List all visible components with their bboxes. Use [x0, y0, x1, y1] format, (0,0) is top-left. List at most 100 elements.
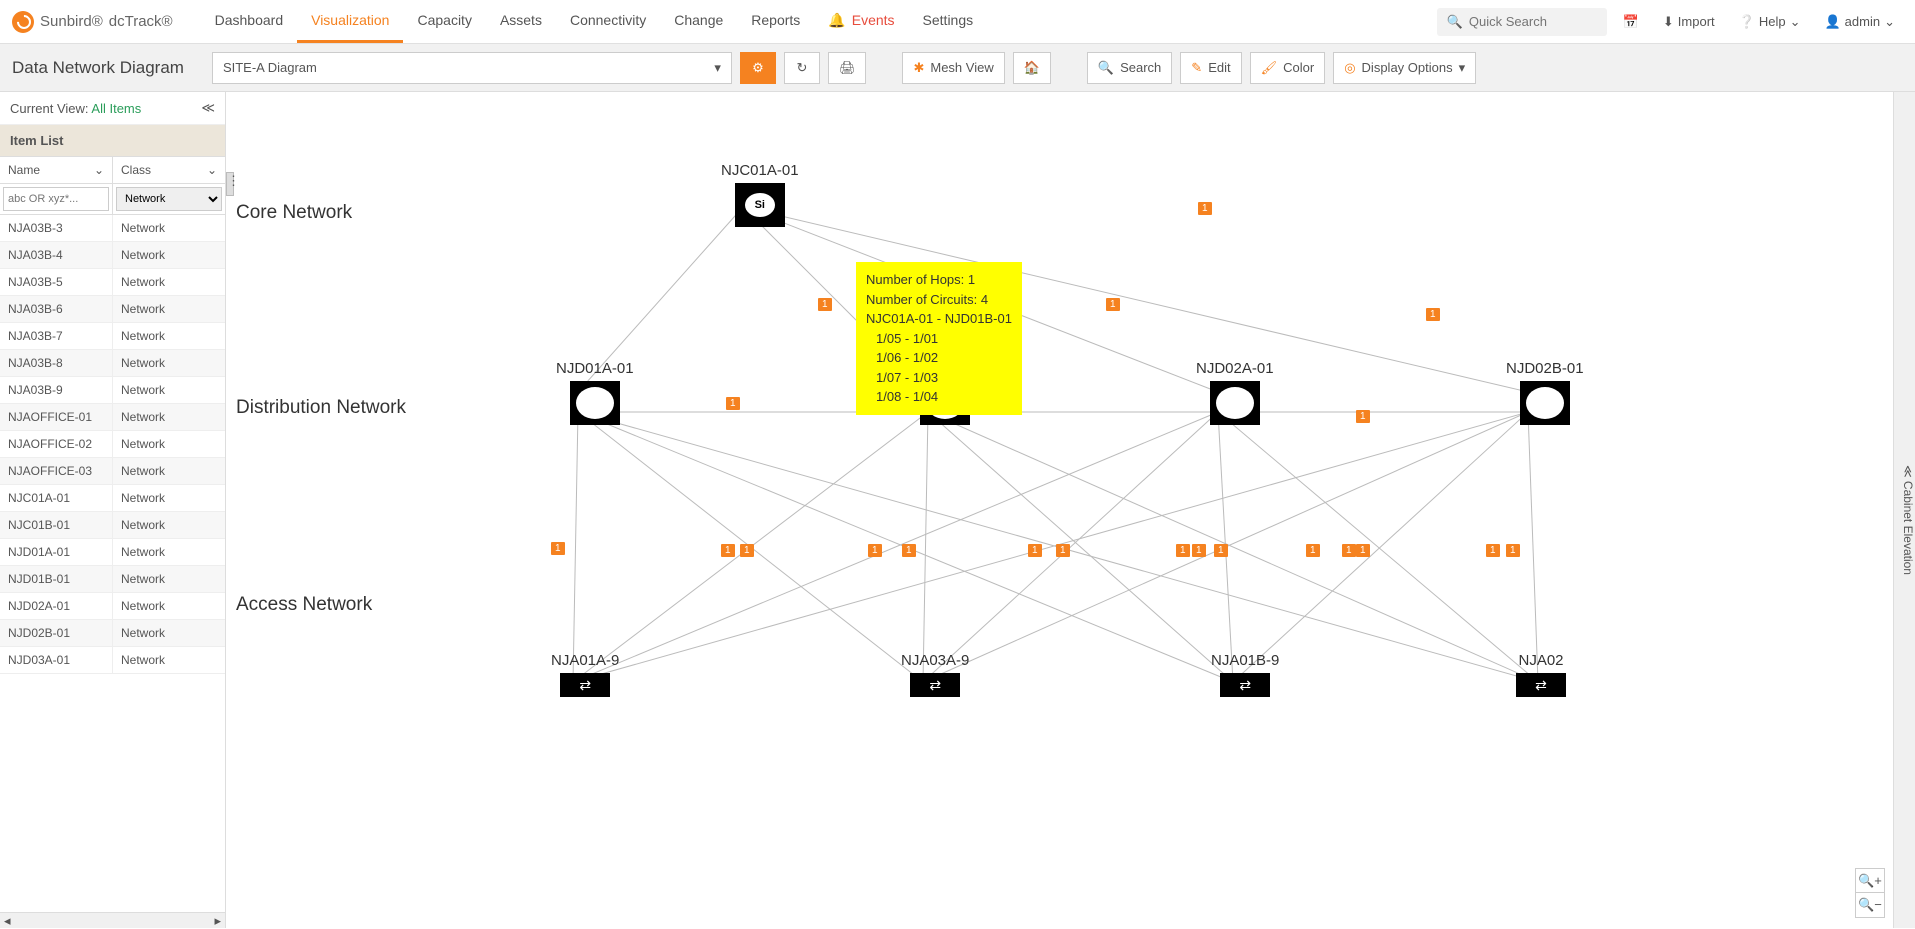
cell-class: Network	[113, 431, 225, 457]
table-row[interactable]: NJC01B-01Network	[0, 512, 225, 539]
cell-class: Network	[113, 620, 225, 646]
col-name[interactable]: Name⌄	[0, 157, 113, 183]
mesh-view-button[interactable]: ✱Mesh View	[902, 52, 1004, 84]
quick-search[interactable]: 🔍	[1437, 8, 1607, 36]
calendar-icon[interactable]: 📅	[1615, 8, 1647, 36]
home-button[interactable]: 🏠	[1013, 52, 1051, 84]
node-label: NJA01B-9	[1211, 652, 1279, 669]
expand-rail-icon: ≪	[1901, 465, 1915, 478]
table-row[interactable]: NJC01A-01Network	[0, 485, 225, 512]
table-row[interactable]: NJA03B-3Network	[0, 215, 225, 242]
hop-badge: 1	[1214, 544, 1228, 557]
cell-name: NJA03B-3	[0, 215, 113, 241]
node-label: NJC01A-01	[721, 162, 799, 179]
network-node[interactable]: NJD01A-01	[556, 360, 634, 425]
refresh-button[interactable]: ↻	[784, 52, 820, 84]
main: Current View: All Items ≪ Item List Name…	[0, 92, 1915, 928]
network-node[interactable]: NJC01A-01	[721, 162, 799, 227]
cell-name: NJC01B-01	[0, 512, 113, 538]
collapse-sidebar-icon[interactable]: ≪	[201, 100, 215, 116]
nav-item-capacity[interactable]: Capacity	[403, 0, 485, 43]
cell-name: NJAOFFICE-03	[0, 458, 113, 484]
network-node[interactable]: NJD02B-01	[1506, 360, 1584, 425]
hop-badge: 1	[721, 544, 735, 557]
cell-class: Network	[113, 404, 225, 430]
table-row[interactable]: NJD02B-01Network	[0, 620, 225, 647]
table-row[interactable]: NJD01B-01Network	[0, 566, 225, 593]
cell-name: NJA03B-9	[0, 377, 113, 403]
class-filter-select[interactable]: Network	[116, 187, 222, 211]
hop-badge: 1	[1306, 544, 1320, 557]
hop-badge: 1	[1342, 544, 1356, 557]
import-button[interactable]: ⬇ Import	[1655, 8, 1723, 36]
settings-button[interactable]: ⚙	[740, 52, 776, 84]
page-title: Data Network Diagram	[12, 58, 184, 78]
name-filter-input[interactable]	[3, 187, 109, 211]
node-icon	[1520, 381, 1570, 425]
item-rows: NJA03B-3NetworkNJA03B-4NetworkNJA03B-5Ne…	[0, 215, 225, 912]
table-row[interactable]: NJAOFFICE-03Network	[0, 458, 225, 485]
diagram-selector[interactable]: SITE-A Diagram▾	[212, 52, 732, 84]
node-label: NJD02A-01	[1196, 360, 1274, 377]
user-menu[interactable]: 👤 admin ⌄	[1816, 8, 1903, 36]
chevron-down-icon: ⌄	[207, 163, 217, 177]
nav-item-connectivity[interactable]: Connectivity	[556, 0, 660, 43]
nav-item-settings[interactable]: Settings	[909, 0, 988, 43]
table-row[interactable]: NJA03B-8Network	[0, 350, 225, 377]
help-button[interactable]: ❔ Help ⌄	[1731, 8, 1809, 36]
search-button[interactable]: 🔍Search	[1087, 52, 1172, 84]
hop-badge: 1	[1356, 410, 1370, 423]
network-node[interactable]: NJA01B-9	[1211, 652, 1279, 697]
col-class[interactable]: Class⌄	[113, 157, 225, 183]
search-input[interactable]	[1469, 14, 1597, 29]
print-button[interactable]: 🖨	[828, 52, 867, 84]
nav-item-change[interactable]: Change	[660, 0, 737, 43]
sidebar: Current View: All Items ≪ Item List Name…	[0, 92, 226, 928]
zoom-in-button[interactable]: 🔍+	[1856, 869, 1884, 893]
table-row[interactable]: NJA03B-6Network	[0, 296, 225, 323]
current-view: Current View: All Items ≪	[0, 92, 225, 125]
display-options-button[interactable]: ◎Display Options ▾	[1333, 52, 1476, 84]
node-label: NJD01A-01	[556, 360, 634, 377]
sidebar-drag-handle[interactable]: ⋮	[226, 172, 234, 196]
nav-item-reports[interactable]: Reports	[737, 0, 814, 43]
table-row[interactable]: NJAOFFICE-02Network	[0, 431, 225, 458]
table-row[interactable]: NJD01A-01Network	[0, 539, 225, 566]
hop-badge: 1	[1486, 544, 1500, 557]
nav-item-dashboard[interactable]: Dashboard	[201, 0, 298, 43]
table-row[interactable]: NJA03B-5Network	[0, 269, 225, 296]
bell-icon: 🔔	[828, 12, 845, 29]
network-node[interactable]: NJD02A-01	[1196, 360, 1274, 425]
table-row[interactable]: NJA03B-7Network	[0, 323, 225, 350]
table-row[interactable]: NJAOFFICE-01Network	[0, 404, 225, 431]
node-icon	[1516, 673, 1566, 697]
network-node[interactable]: NJA01A-9	[551, 652, 619, 697]
edit-button[interactable]: ✎Edit	[1180, 52, 1241, 84]
hop-badge: 1	[1356, 544, 1370, 557]
table-row[interactable]: NJA03B-4Network	[0, 242, 225, 269]
diagram-canvas[interactable]: Core NetworkDistribution NetworkAccess N…	[226, 92, 1893, 928]
nav-item-visualization[interactable]: Visualization	[297, 0, 403, 43]
hop-badge: 1	[1028, 544, 1042, 557]
nav-item-events[interactable]: 🔔Events	[814, 0, 908, 44]
table-row[interactable]: NJD02A-01Network	[0, 593, 225, 620]
nav-item-assets[interactable]: Assets	[486, 0, 556, 43]
filters: Network	[0, 184, 225, 215]
color-button[interactable]: 🖌Color	[1250, 52, 1326, 84]
zoom-out-button[interactable]: 🔍−	[1856, 893, 1884, 917]
hop-badge: 1	[1056, 544, 1070, 557]
cabinet-elevation-rail[interactable]: ≪ Cabinet Elevation	[1893, 92, 1915, 928]
rail-label: Cabinet Elevation	[1901, 481, 1915, 575]
table-row[interactable]: NJA03B-9Network	[0, 377, 225, 404]
hop-badge: 1	[726, 397, 740, 410]
node-label: NJA01A-9	[551, 652, 619, 669]
cell-class: Network	[113, 512, 225, 538]
search-icon: 🔍	[1098, 60, 1114, 76]
table-row[interactable]: NJD03A-01Network	[0, 647, 225, 674]
network-node[interactable]: NJA03A-9	[901, 652, 969, 697]
column-headers: Name⌄ Class⌄	[0, 157, 225, 184]
cell-name: NJA03B-5	[0, 269, 113, 295]
current-view-link[interactable]: All Items	[91, 101, 141, 116]
network-node[interactable]: NJA02	[1516, 652, 1566, 697]
horizontal-scrollbar[interactable]: ◂▸	[0, 912, 225, 928]
